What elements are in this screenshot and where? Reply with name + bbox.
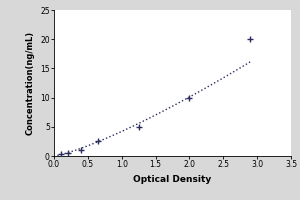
- X-axis label: Optical Density: Optical Density: [134, 175, 212, 184]
- Y-axis label: Concentration(ng/mL): Concentration(ng/mL): [26, 31, 35, 135]
